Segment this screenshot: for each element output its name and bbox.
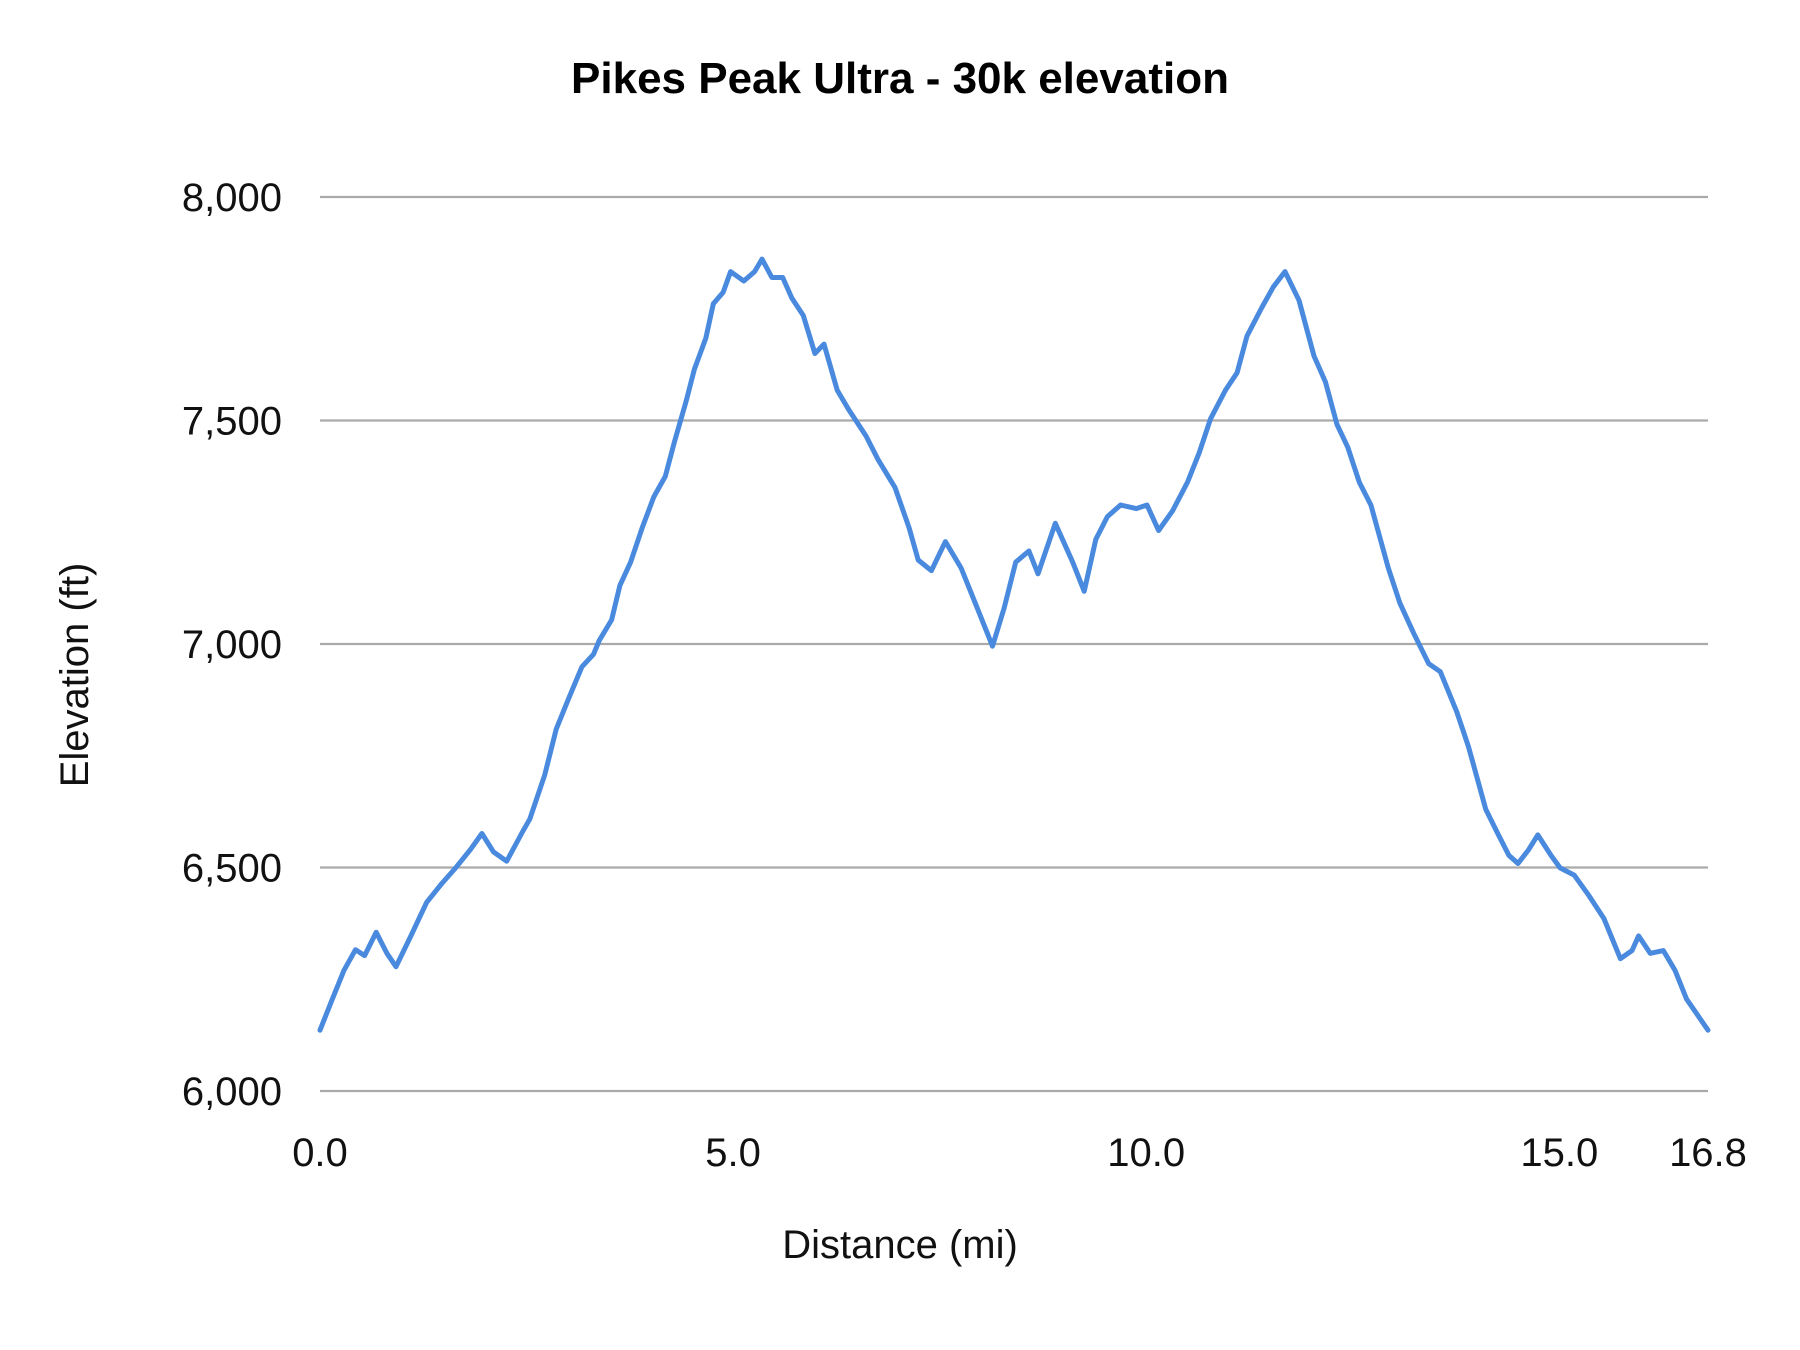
x-axis-ticks: 0.0 5.0 10.0 15.0 16.8 [292,1131,1747,1175]
x-axis-label: Distance (mi) [782,1223,1018,1267]
y-tick-label: 7,500 [182,400,282,444]
x-tick-label: 15.0 [1520,1131,1598,1175]
y-axis-ticks: 6,000 6,500 7,000 7,500 8,000 [182,176,282,1114]
elevation-line [317,256,1711,1033]
x-tick-label: 10.0 [1107,1131,1185,1175]
x-tick-label: 5.0 [705,1131,761,1175]
y-tick-label: 6,500 [182,847,282,891]
x-tick-label: 0.0 [292,1131,348,1175]
chart-title: Pikes Peak Ultra - 30k elevation [571,54,1229,103]
gridlines [320,195,1708,1093]
y-tick-label: 6,000 [182,1070,282,1114]
x-tick-label: 16.8 [1669,1131,1747,1175]
y-tick-label: 7,000 [182,623,282,667]
y-axis-label: Elevation (ft) [53,563,97,788]
y-tick-label: 8,000 [182,176,282,220]
